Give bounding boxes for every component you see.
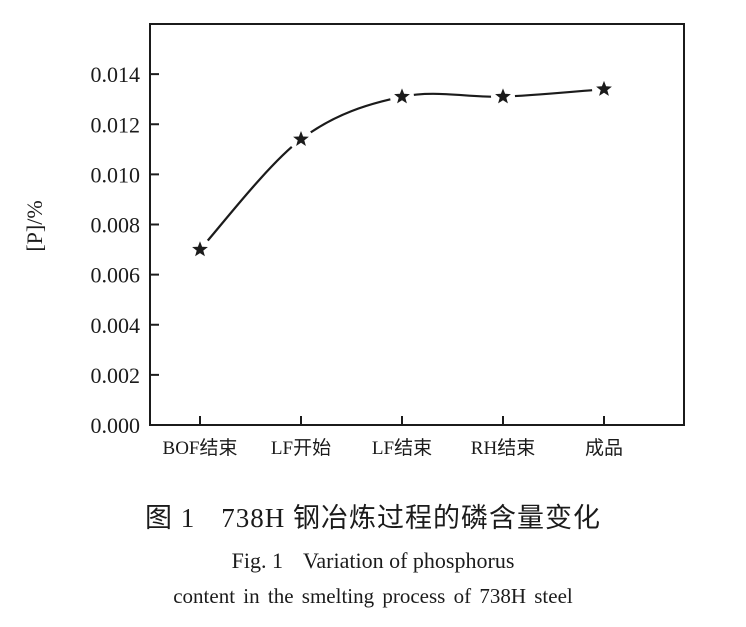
- figure-caption-en-line2: content in the smelting process of 738H …: [173, 584, 573, 608]
- figure-caption-zh-number: 图 1: [145, 503, 196, 533]
- figure-caption-zh-text: 738H 钢冶炼过程的磷含量变化: [221, 503, 601, 533]
- x-tick-label: LF开始: [271, 437, 331, 459]
- data-curve: [198, 88, 606, 251]
- y-tick-label: 0.008: [91, 213, 141, 238]
- y-tick-label: 0.010: [91, 162, 141, 187]
- plot-frame: [149, 23, 685, 426]
- y-tick-label: 0.002: [91, 363, 141, 388]
- phosphorus-line-chart: [P]/% 0.000 0.002 0.004 0.006 0.008 0.010 0.01…: [22, 23, 685, 459]
- data-point-star: [596, 80, 612, 96]
- x-tick-label: RH结束: [471, 437, 535, 459]
- y-tick-label: 0.000: [91, 413, 141, 438]
- data-point-star: [192, 241, 208, 257]
- x-tick-label: BOF结束: [163, 437, 238, 459]
- y-tick-label: 0.006: [91, 263, 141, 288]
- y-tick-label: 0.004: [91, 313, 141, 338]
- y-tick-label: 0.012: [91, 112, 141, 137]
- y-axis-label: [P]/%: [22, 200, 47, 251]
- figure-caption-zh: 图 1 738H 钢冶炼过程的磷含量变化: [0, 496, 746, 535]
- figure-caption-en-line1: Fig. 1 Variation of phosphorus: [0, 548, 746, 574]
- figure-caption-en-text: Variation of phosphorus: [302, 548, 515, 573]
- x-tick-label: 成品: [585, 437, 623, 459]
- figure-caption-en-number: Fig. 1: [231, 548, 283, 573]
- data-point-star: [394, 88, 410, 104]
- data-point-star: [293, 131, 309, 146]
- x-tick-label: LF结束: [372, 437, 432, 459]
- data-point-star: [495, 88, 511, 104]
- y-tick-label: 0.014: [91, 62, 141, 87]
